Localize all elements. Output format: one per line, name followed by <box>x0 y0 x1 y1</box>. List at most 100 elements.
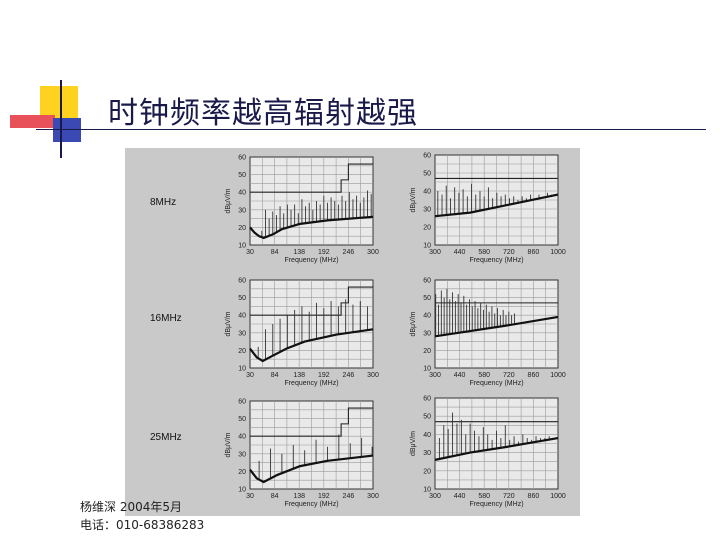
x-tick-label: 192 <box>318 249 330 256</box>
x-tick-label: 300 <box>367 372 379 379</box>
y-axis-label: dBμV/m <box>410 187 417 212</box>
footer-author-date: 杨维深 2004年5月 <box>80 500 182 514</box>
y-tick-label: 10 <box>423 243 431 250</box>
x-axis-label: Frequency (MHz) <box>284 257 338 264</box>
x-axis-label: Frequency (MHz) <box>469 380 523 387</box>
x-tick-label: 580 <box>478 372 490 379</box>
x-axis-label: Frequency (MHz) <box>284 380 338 387</box>
x-tick-label: 720 <box>503 493 515 500</box>
x-tick-label: 300 <box>429 249 441 256</box>
decor-horizontal-line <box>36 129 706 130</box>
y-tick-label: 40 <box>423 313 431 320</box>
y-tick-label: 10 <box>238 487 246 494</box>
x-tick-label: 1000 <box>550 372 566 379</box>
y-tick-label: 50 <box>423 171 431 178</box>
y-axis-label: dBμV/m <box>410 431 417 456</box>
noise-floor-line <box>434 193 559 218</box>
y-axis-label: dBμV/m <box>225 432 232 457</box>
y-tick-label: 60 <box>423 278 431 285</box>
x-tick-label: 192 <box>318 372 330 379</box>
y-tick-label: 60 <box>423 153 431 160</box>
y-tick-label: 40 <box>238 434 246 441</box>
clock-frequency-label: 16MHz <box>150 313 182 324</box>
y-tick-label: 10 <box>238 243 246 250</box>
y-tick-label: 60 <box>423 396 431 403</box>
y-tick-label: 20 <box>423 468 431 475</box>
chart-panel-1: 30 84 138 192 246 300 10 20 30 40 50 60 Frequency (M… <box>150 155 379 265</box>
x-tick-label: 860 <box>528 493 540 500</box>
y-tick-label: 50 <box>238 416 246 423</box>
noise-floor-line <box>249 328 374 363</box>
decor-vertical-line <box>60 80 62 158</box>
footer-phone: 电话：010-68386283 <box>80 518 205 532</box>
limit-line <box>250 407 373 437</box>
x-tick-label: 300 <box>367 493 379 500</box>
y-tick-label: 60 <box>238 399 246 406</box>
y-tick-label: 60 <box>238 278 246 285</box>
y-tick-label: 30 <box>423 330 431 337</box>
x-tick-label: 300 <box>367 249 379 256</box>
clock-frequency-label: 8MHz <box>150 197 176 208</box>
x-axis-label: Frequency (MHz) <box>469 257 523 264</box>
x-tick-label: 720 <box>503 249 515 256</box>
y-tick-label: 20 <box>238 469 246 476</box>
x-axis-label: Frequency (MHz) <box>469 501 523 508</box>
y-tick-label: 30 <box>238 207 246 214</box>
x-tick-label: 440 <box>454 249 466 256</box>
chart-panel-4: 300 440 580 720 860 1000 10 20 30 40 50 60 Frequency… <box>410 278 566 388</box>
x-tick-label: 580 <box>478 493 490 500</box>
y-tick-label: 30 <box>238 451 246 458</box>
x-tick-label: 1000 <box>550 493 566 500</box>
x-tick-label: 30 <box>246 249 254 256</box>
slide-title: 时钟频率越高辐射越强 <box>108 96 418 131</box>
x-tick-label: 246 <box>343 372 355 379</box>
y-tick-label: 50 <box>238 172 246 179</box>
emission-figure: 30 84 138 192 246 300 10 20 30 40 50 60 Frequency (M… <box>125 148 580 516</box>
y-axis-label: dBμV/m <box>410 311 417 336</box>
noise-floor-line <box>434 315 559 338</box>
x-tick-label: 84 <box>271 372 279 379</box>
x-tick-label: 440 <box>454 493 466 500</box>
x-tick-label: 84 <box>271 493 279 500</box>
x-tick-label: 30 <box>246 493 254 500</box>
x-tick-label: 580 <box>478 249 490 256</box>
x-tick-label: 138 <box>293 249 305 256</box>
y-axis-label: dBμV/m <box>225 311 232 336</box>
x-tick-label: 30 <box>246 372 254 379</box>
y-tick-label: 40 <box>423 432 431 439</box>
y-tick-label: 40 <box>423 189 431 196</box>
y-tick-label: 60 <box>238 155 246 162</box>
noise-floor-line <box>249 215 374 240</box>
x-tick-label: 246 <box>343 249 355 256</box>
y-tick-label: 20 <box>238 225 246 232</box>
x-tick-label: 246 <box>343 493 355 500</box>
x-tick-label: 300 <box>429 372 441 379</box>
y-tick-label: 40 <box>238 190 246 197</box>
y-tick-label: 20 <box>423 225 431 232</box>
chart-panel-5: 30 84 138 192 246 300 10 20 30 40 50 60 Frequency (M… <box>150 399 379 509</box>
y-tick-label: 10 <box>423 487 431 494</box>
chart-panel-2: 300 440 580 720 860 1000 10 20 30 40 50 60 Frequency… <box>410 153 566 265</box>
x-tick-label: 860 <box>528 249 540 256</box>
x-tick-label: 138 <box>293 493 305 500</box>
y-tick-label: 20 <box>423 348 431 355</box>
y-tick-label: 50 <box>423 414 431 421</box>
decor-blue-square <box>53 118 81 142</box>
limit-line <box>250 286 373 316</box>
x-tick-label: 300 <box>429 493 441 500</box>
x-tick-label: 860 <box>528 372 540 379</box>
x-tick-label: 440 <box>454 372 466 379</box>
limit-line <box>250 163 373 193</box>
y-tick-label: 20 <box>238 348 246 355</box>
y-tick-label: 10 <box>423 366 431 373</box>
y-tick-label: 30 <box>423 207 431 214</box>
noise-floor-line <box>434 436 559 461</box>
y-tick-label: 30 <box>238 330 246 337</box>
y-tick-label: 50 <box>238 295 246 302</box>
decor-red-bar <box>10 115 55 128</box>
y-tick-label: 10 <box>238 366 246 373</box>
x-tick-label: 84 <box>271 249 279 256</box>
x-axis-label: Frequency (MHz) <box>284 501 338 508</box>
y-tick-label: 30 <box>423 450 431 457</box>
y-tick-label: 40 <box>238 313 246 320</box>
